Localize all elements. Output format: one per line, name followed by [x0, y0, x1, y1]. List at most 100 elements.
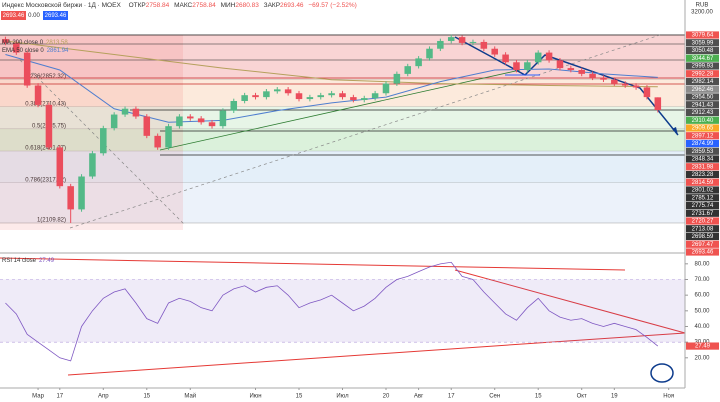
price-tag: 2698.59: [692, 234, 714, 240]
fib-label: 0.786(2317.82): [25, 177, 66, 183]
price-tag-bg: [686, 31, 719, 39]
candle-body: [176, 116, 183, 127]
candle-body: [567, 68, 575, 71]
price-tag: 2992.28: [692, 71, 714, 77]
y-tick-label: 60.00: [694, 293, 710, 299]
candle-body: [13, 42, 20, 53]
candle-body: [589, 73, 596, 78]
price-tag: 2823.28: [692, 172, 714, 178]
candle-body: [415, 58, 422, 67]
price-tag-bg: [686, 132, 719, 140]
price-tag-bg: [686, 108, 719, 117]
candle-body: [350, 97, 357, 101]
price-tag-bg: [686, 248, 719, 256]
candles: [2, 34, 662, 223]
title: Индекс Московской биржи · 1Д · MOEX: [2, 1, 121, 9]
y-tick-label: 80.00: [694, 261, 710, 267]
ohlc-label: ЗАКР: [264, 2, 280, 9]
fib-label: 0.382(2710.43): [25, 101, 66, 107]
price-tag-bg: [686, 225, 719, 233]
x-tick-label: 15: [535, 394, 542, 400]
price-tag-bg: [686, 101, 719, 109]
price-tag: 2982.14: [692, 79, 714, 85]
fib-label: 0.618(2481.07): [25, 146, 66, 152]
price-box-text: 2693.46: [45, 13, 67, 19]
legend-value: 2861.94: [47, 48, 69, 54]
fib-label: 1(2109.82): [37, 218, 66, 224]
ohlc-value: 2758.84: [146, 2, 170, 9]
candle-body: [132, 108, 140, 117]
y-tick-label: 20.00: [694, 355, 710, 361]
rsi-pane: [0, 257, 686, 383]
price-tag: 2831.98: [692, 164, 714, 170]
price-tag: 2814.59: [692, 180, 714, 186]
price-tag-bg: [686, 201, 719, 210]
price-tag: 2785.12: [692, 195, 714, 201]
trend-line: [159, 69, 521, 151]
price-tag: 2713.08: [692, 226, 714, 232]
candle-body: [252, 95, 259, 98]
price-tag-bg: [686, 77, 719, 86]
candle-body: [339, 93, 346, 98]
fib-zone: [0, 151, 685, 183]
candle-body: [513, 62, 520, 71]
candle-body: [121, 108, 129, 115]
ohlc-label: МИН: [221, 2, 236, 9]
price-tag: 2848.34: [692, 157, 714, 163]
x-tick-label: Апр: [98, 394, 109, 400]
header: Индекс Московской биржи · 1Д · MOEX ОТКР…: [1, 1, 357, 264]
y-tick-label: 70.00: [694, 277, 710, 283]
forecast-path: [454, 36, 679, 136]
candle-body: [89, 153, 96, 177]
rsi-band: [0, 279, 685, 343]
x-tick-label: 19: [611, 394, 618, 400]
price-box-text: 2693.46: [3, 13, 25, 19]
x-tick-label: 15: [296, 394, 303, 400]
candle-body: [382, 83, 390, 94]
arrow-head: [672, 127, 678, 135]
price-tag: 3059.99: [692, 40, 714, 46]
candle-body: [654, 97, 662, 111]
price-tag-bg: [686, 217, 719, 225]
rsi-legend: RSI 14 close 27.49: [2, 258, 55, 264]
candle-body: [360, 98, 368, 101]
highlight-circle: [650, 363, 674, 383]
candle-body: [632, 85, 640, 88]
price-tag: 3079.64: [692, 33, 714, 39]
candle-body: [274, 89, 281, 92]
candle-body: [328, 93, 335, 96]
candle-body: [143, 116, 151, 136]
candle-body: [67, 186, 74, 210]
y-tick-label: 50.00: [694, 308, 710, 314]
price-box: [43, 11, 68, 20]
ohlc-label: ОТКР: [129, 2, 146, 9]
price-tag-bg: [686, 147, 719, 155]
price-tag: 2909.65: [692, 126, 714, 132]
candle-body: [404, 66, 411, 74]
price-tag: 2897.12: [692, 133, 714, 139]
candle-body: [241, 95, 248, 101]
price-tag-bg: [686, 194, 719, 202]
price-tag-bg: [686, 39, 719, 47]
change: −69.57 (−2.52%): [308, 2, 356, 9]
price-tag-bg: [686, 163, 719, 171]
legend-value: 27.49: [39, 258, 55, 264]
fib-zone: [0, 182, 685, 223]
legend-item: MA 200 close 0 2813.58: [2, 40, 68, 46]
price-tag: 2954.50: [692, 95, 714, 101]
candle-body: [34, 85, 42, 105]
candle-body: [426, 48, 433, 59]
price-tag: 2693.46: [692, 250, 714, 256]
price-box: [1, 11, 26, 20]
ohlc-value: 2758.84: [192, 2, 216, 9]
x-tick-label: Июл: [336, 394, 349, 400]
rsi-trend-line: [67, 332, 686, 376]
candle-body: [56, 147, 64, 187]
y-tick-label: 40.00: [694, 324, 710, 330]
x-tick-label: Мар: [32, 394, 44, 400]
candle-body: [317, 95, 325, 98]
price-tag: 2941.43: [692, 102, 714, 108]
candle-body: [611, 79, 618, 84]
price-tag-bg: [686, 54, 719, 62]
